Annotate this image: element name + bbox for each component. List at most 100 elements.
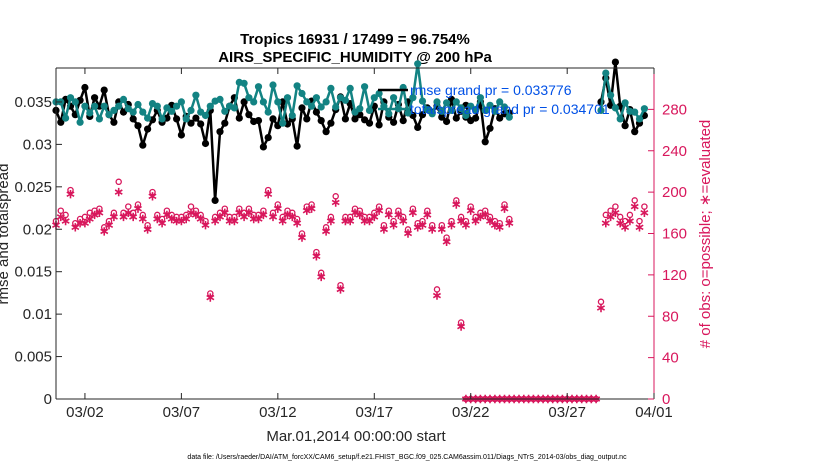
spread-point (201, 111, 210, 120)
obs-evaluated-marker (471, 216, 480, 226)
rmse-point (303, 115, 311, 123)
spread-point (254, 83, 263, 91)
spread-point (621, 99, 629, 107)
obs-evaluated-marker (326, 216, 335, 226)
spread-point (418, 97, 427, 105)
rmse-point (472, 114, 480, 122)
x-axis-label: Mar.01,2014 00:00:00 start (266, 428, 446, 445)
rmse-point (221, 119, 229, 127)
chart-subtitle: AIRS_SPECIFIC_HUMIDITY @ 200 hPa (218, 49, 492, 66)
y-tick-label: 0.03 (23, 136, 52, 153)
rmse-point (235, 114, 243, 122)
obs-evaluated-marker (240, 212, 249, 222)
obs-evaluated-marker (466, 206, 475, 215)
legend: rmse grand pr = 0.033776 totalspread gra… (378, 82, 610, 117)
spread-point (486, 101, 494, 109)
obs-evaluated-marker (317, 272, 326, 282)
obs-evaluated-marker (606, 212, 615, 222)
obs-evaluated-marker (625, 216, 634, 226)
x-tick-label: 04/01 (635, 404, 673, 421)
obs-evaluated-marker (211, 216, 220, 226)
rmse-point (486, 124, 494, 132)
obs-evaluated-marker (505, 219, 514, 228)
rmse-point (621, 122, 629, 130)
obs-evaluated-marker (244, 208, 253, 217)
spread-point (134, 100, 142, 109)
rmse-point (327, 119, 335, 127)
spread-point (611, 104, 620, 112)
obs-evaluated-marker (80, 219, 89, 228)
y2-tick-label: 200 (662, 184, 687, 201)
obs-evaluated-marker (418, 221, 427, 230)
rmse-point (211, 196, 219, 204)
spread-point (423, 106, 431, 114)
rmse-point (177, 131, 185, 139)
spread-point (496, 98, 504, 106)
obs-evaluated-marker (196, 214, 205, 224)
spread-point (283, 94, 292, 102)
y-tick-label: 0.015 (14, 264, 52, 281)
spread-point (433, 98, 441, 106)
obs-evaluated-marker (61, 216, 70, 226)
spread-point (602, 69, 610, 77)
obs-evaluated-marker (105, 221, 114, 230)
spread-point (158, 115, 166, 123)
rmse-point (322, 128, 330, 136)
spread-point (438, 107, 446, 115)
obs-evaluated-marker (500, 204, 509, 213)
spread-point (105, 111, 113, 119)
spread-point (91, 102, 99, 110)
obs-evaluated-marker (133, 204, 142, 213)
obs-evaluated-marker (143, 225, 152, 234)
rmse-point (293, 142, 301, 150)
obs-evaluated-marker (399, 216, 408, 226)
spread-point (346, 84, 354, 92)
spread-point (312, 94, 320, 102)
spread-point (119, 95, 128, 103)
spread-point (230, 104, 238, 112)
spread-point (462, 110, 470, 118)
spread-point (404, 109, 412, 117)
x-tick-label: 03/12 (259, 404, 297, 421)
obs-evaluated-marker (191, 210, 200, 220)
obs-evaluated-marker (109, 212, 118, 222)
spread-point (616, 115, 624, 123)
rmse-point (144, 125, 152, 133)
rmse-point (312, 108, 320, 116)
spread-point (153, 102, 161, 110)
spread-point (168, 107, 176, 115)
plot-area (56, 68, 654, 399)
spread-point (259, 98, 267, 106)
spread-point (274, 98, 282, 106)
spread-point (245, 94, 253, 102)
obs-evaluated-marker (384, 210, 393, 220)
obs-evaluated-marker (114, 187, 123, 197)
rmse-point (365, 119, 374, 127)
rmse-point (317, 117, 325, 125)
y2-tick-label: 40 (662, 350, 679, 367)
spread-point (298, 89, 306, 98)
rmse-point (611, 58, 620, 66)
rmse-point (192, 114, 200, 122)
y2-tick-label: 160 (662, 226, 687, 243)
obs-evaluated-marker (215, 212, 224, 222)
y2-axis-label: # of obs: o=possible; ∗=evaluated (697, 120, 714, 349)
obs-evaluated-marker (158, 219, 167, 228)
obs-possible-marker (115, 178, 122, 186)
obs-evaluated-marker (230, 216, 239, 226)
spread-point (221, 107, 229, 115)
obs-evaluated-marker (601, 219, 610, 228)
obs-evaluated-marker (119, 212, 128, 222)
spread-point (192, 91, 200, 99)
rmse-point (496, 114, 504, 122)
obs-evaluated-marker (182, 214, 191, 224)
obs-evaluated-marker (423, 210, 432, 220)
obs-evaluated-marker (254, 214, 263, 224)
obs-evaluated-marker (273, 204, 282, 213)
spread-point (443, 99, 451, 107)
obs-evaluated-marker (138, 214, 147, 224)
obs-evaluated-marker (640, 208, 649, 217)
obs-evaluated-marker (162, 210, 171, 220)
spread-point (447, 106, 456, 114)
obs-evaluated-marker (124, 208, 133, 217)
